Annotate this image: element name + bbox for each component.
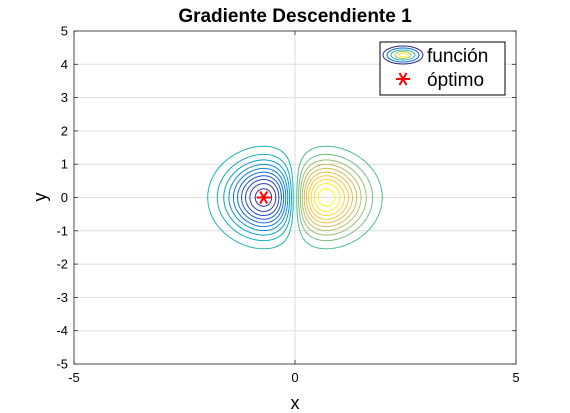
contour-plot: [207, 145, 383, 250]
y-tick-label: 2: [61, 123, 68, 138]
y-tick-label: 5: [61, 24, 68, 39]
optimum-marker: [256, 190, 271, 205]
contour-line: [241, 175, 282, 220]
y-tick-label: -3: [56, 290, 68, 305]
y-tick-label: -1: [56, 223, 68, 238]
contour-line: [313, 183, 341, 212]
contour-line: [301, 163, 362, 232]
axis-ticks: -5 0 5 -5 -4 -3 -2 -1 0 1 2 3 4 5: [56, 24, 519, 386]
contour-line: [254, 188, 273, 207]
legend-asterisk: [396, 72, 410, 86]
contour-line: [308, 175, 349, 220]
y-tick-label: -2: [56, 257, 68, 272]
x-tick-label: -5: [68, 370, 80, 385]
y-tick-label: 1: [61, 157, 68, 172]
contour-line: [305, 171, 353, 224]
legend-contour-ring: [394, 51, 412, 59]
contour-line: [237, 171, 285, 224]
legend-item-optimo: óptimo: [396, 70, 484, 91]
y-tick-label: -4: [56, 323, 68, 338]
contour-line: [296, 145, 383, 250]
x-axis-label: x: [291, 393, 300, 413]
legend-item-funcion: función: [382, 45, 488, 67]
y-axis-label: y: [30, 193, 50, 202]
contour-line: [216, 153, 292, 242]
contour-line: [223, 159, 291, 236]
contour-line: [299, 159, 367, 236]
contour-line: [317, 188, 336, 207]
y-tick-label: 4: [61, 57, 68, 72]
x-tick-label: 0: [291, 370, 298, 385]
contour-line: [228, 163, 289, 232]
y-tick-label: 0: [61, 190, 68, 205]
legend-contour-ring: [382, 45, 424, 65]
legend-contour-ring: [390, 49, 416, 61]
contour-swatch-icon: [382, 45, 424, 65]
legend: función óptimo: [379, 41, 506, 96]
grid: [73, 30, 517, 365]
optimum-point: [256, 190, 271, 205]
chart-title: Gradiente Descendiente 1: [178, 6, 412, 27]
contour-line: [298, 153, 374, 242]
legend-box: [379, 41, 506, 96]
y-tick-label: -5: [56, 357, 68, 372]
legend-contour-ring: [386, 47, 420, 63]
asterisk-stroke: [259, 190, 268, 205]
contour-line: [245, 178, 280, 217]
legend-label-optimo: óptimo: [427, 70, 484, 91]
asterisk-marker-icon: [396, 72, 410, 86]
contour-line: [249, 183, 277, 212]
contour-line: [303, 167, 358, 228]
contour-line: [232, 167, 287, 228]
legend-label-funcion: función: [427, 46, 488, 67]
x-tick-label: 5: [512, 370, 519, 385]
contour-line: [310, 178, 345, 217]
y-tick-label: 3: [61, 90, 68, 105]
asterisk-stroke: [398, 72, 408, 86]
legend-contour-ring: [398, 52, 408, 58]
contour-line: [207, 145, 294, 250]
